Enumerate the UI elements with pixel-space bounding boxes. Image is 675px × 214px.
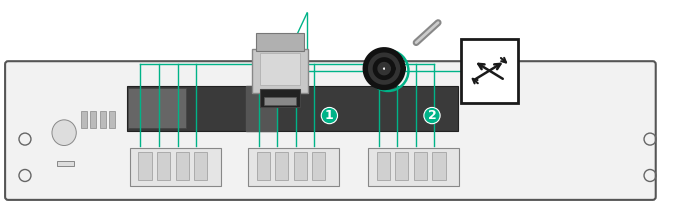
Polygon shape [246,86,277,131]
Bar [256,33,304,51]
Bar [460,39,518,103]
Bar [81,111,87,128]
Bar [395,152,408,180]
Bar [127,86,458,131]
Bar [90,111,97,128]
Text: 1: 1 [325,109,333,122]
Bar [100,111,106,128]
Bar [260,89,300,107]
Bar [176,152,189,180]
Text: 2: 2 [428,109,436,122]
Bar [128,88,186,128]
Bar [377,152,390,180]
Circle shape [424,107,440,124]
Bar [368,148,459,186]
Ellipse shape [52,120,76,146]
Bar [252,49,308,93]
Bar [264,97,296,105]
Bar [256,152,270,180]
Bar [414,152,427,180]
Bar [138,152,152,180]
Bar [109,111,115,128]
Circle shape [321,107,338,124]
Bar [130,148,221,186]
Bar [157,152,170,180]
Bar [312,152,325,180]
Bar [194,152,207,180]
FancyBboxPatch shape [5,61,655,200]
Bar [260,53,300,85]
Bar [248,148,339,186]
Bar [294,152,307,180]
Bar [275,152,288,180]
Bar [57,160,74,166]
Bar [432,152,446,180]
